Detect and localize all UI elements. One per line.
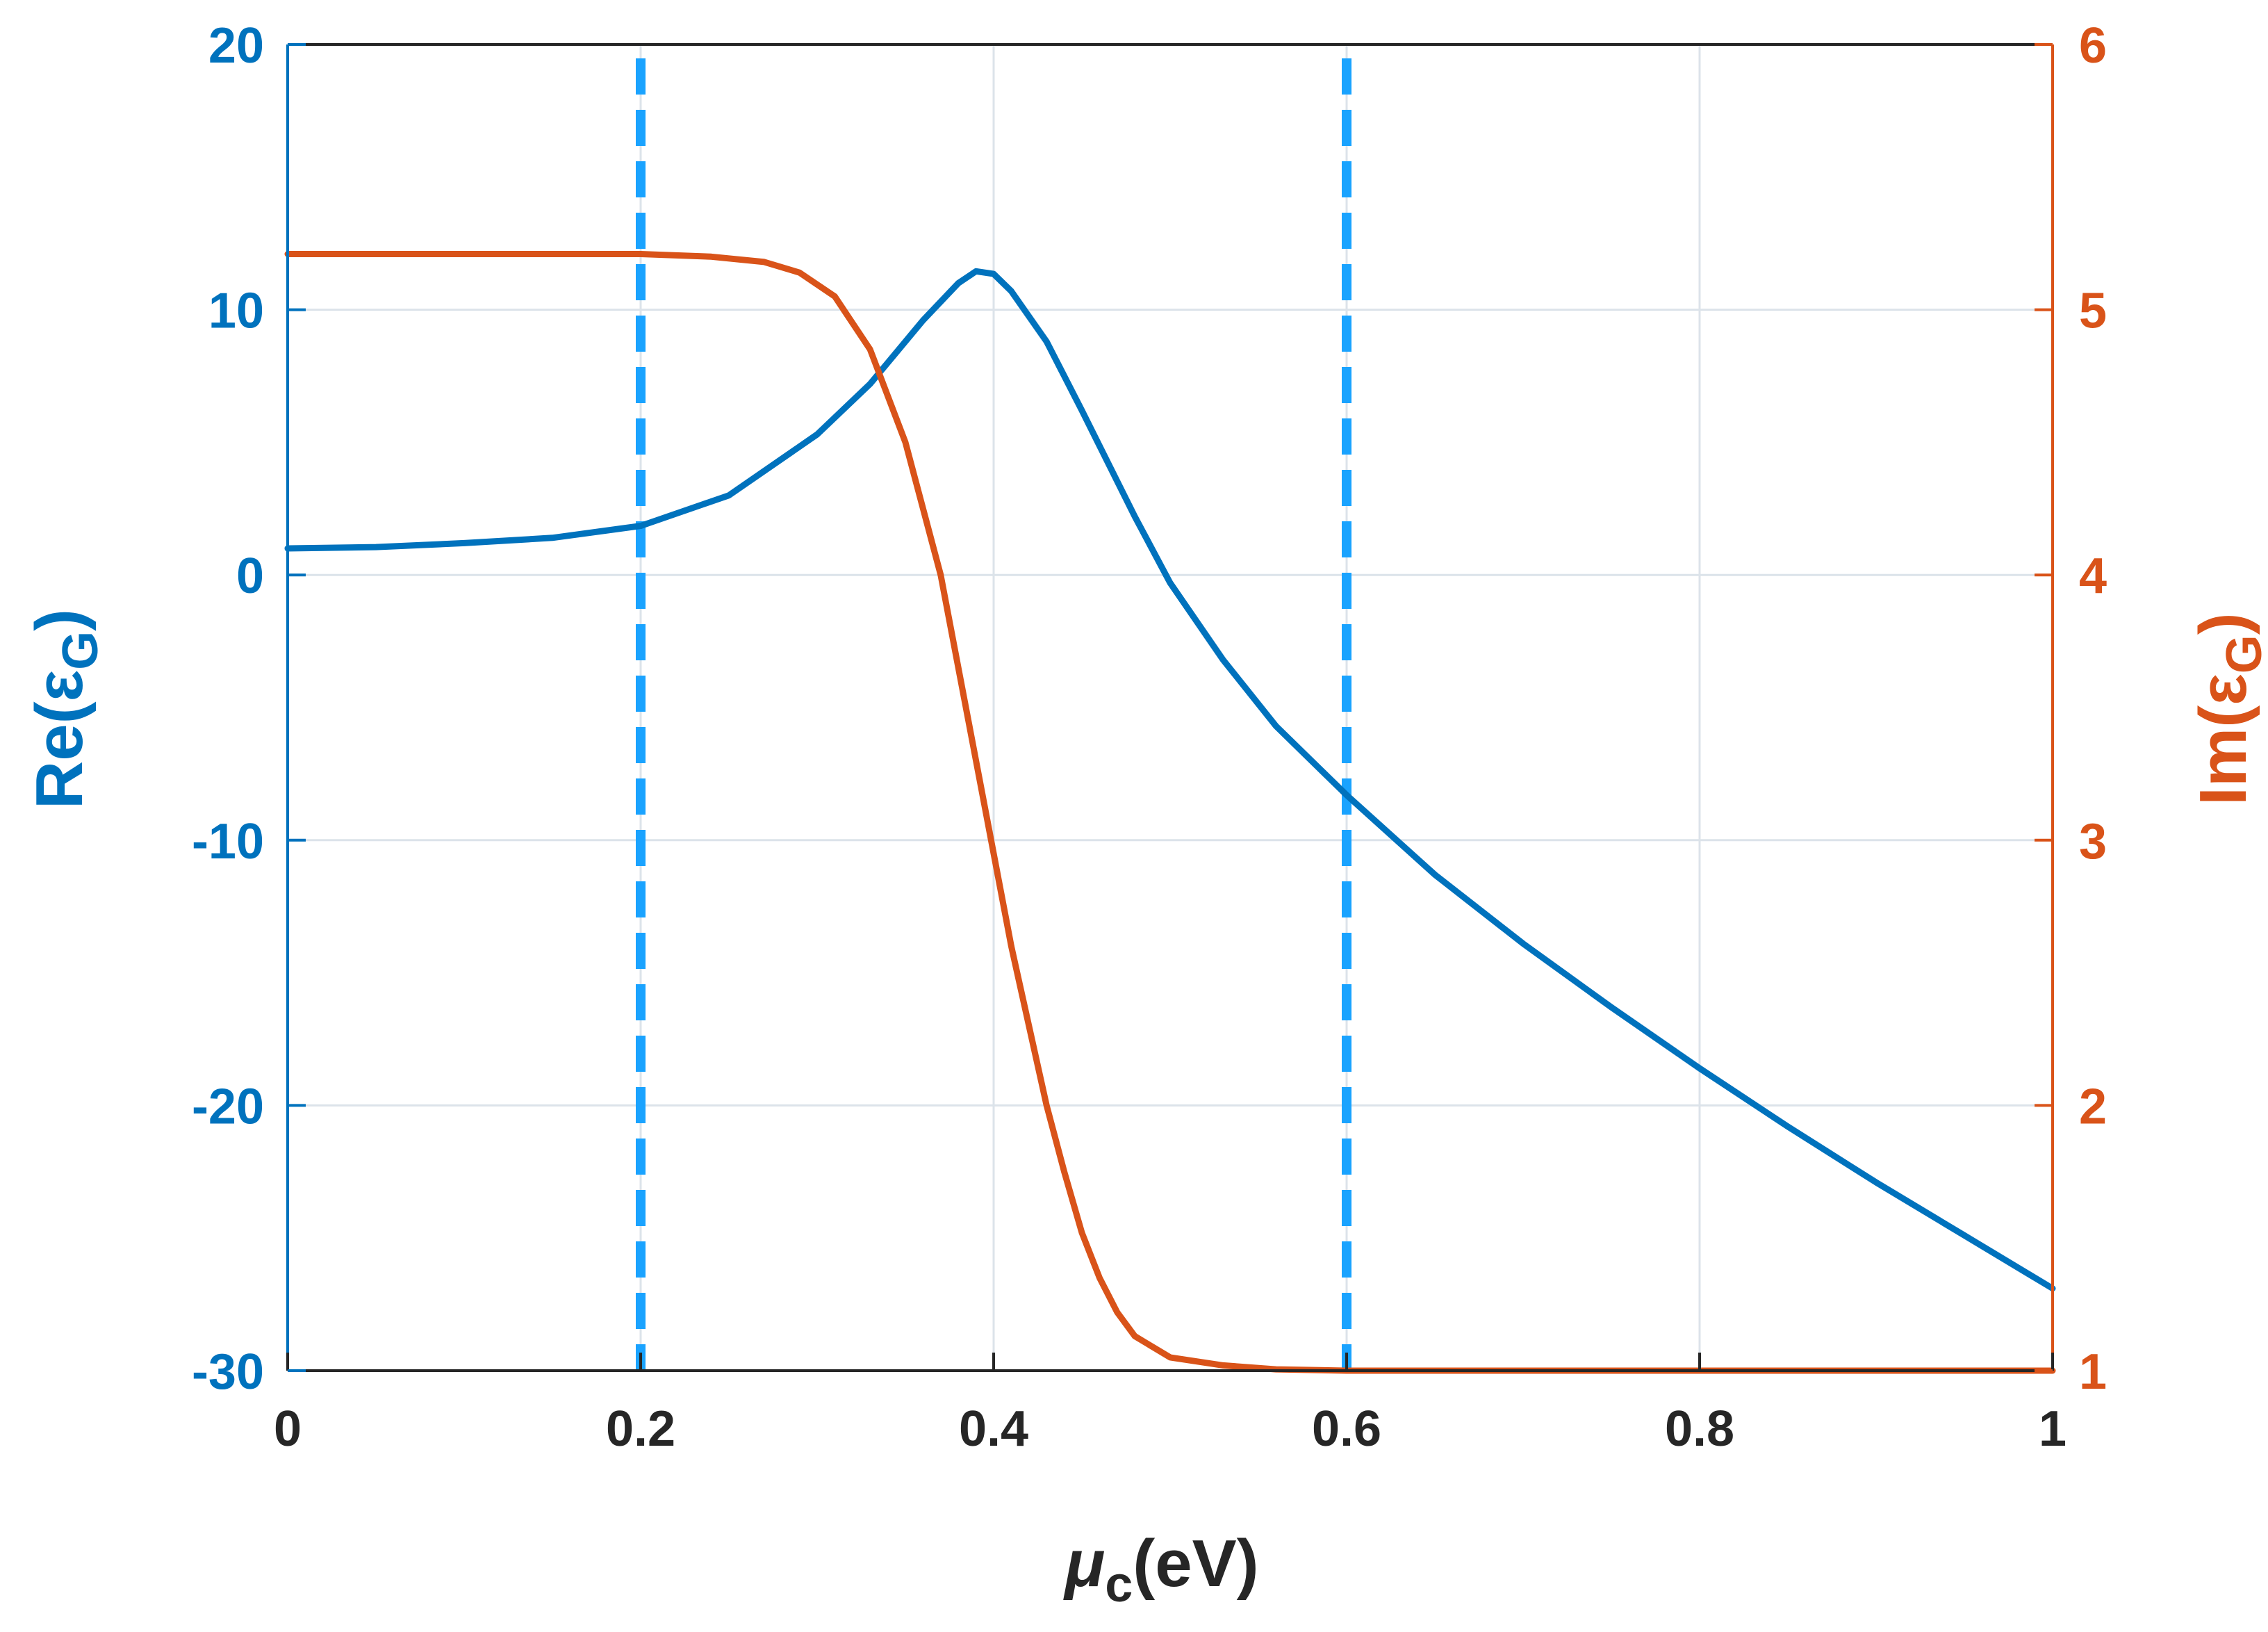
marker-lines <box>636 58 1351 1371</box>
axes <box>286 43 2054 1372</box>
y-right-axis-title: Im(εG) <box>2186 612 2268 806</box>
y-right-axis-title-rest: ) <box>2186 612 2260 635</box>
y-right-tick-label-3: 4 <box>2079 548 2107 604</box>
series-line-imag <box>284 251 2056 1374</box>
tick-labels: 0 0.2 0.4 0.6 0.8 1 -30 -20 -10 0 10 20 1 2 3 4 5 6 <box>192 18 2107 1457</box>
y-left-axis-title: Re(εG) <box>22 609 108 809</box>
y-right-tick-label-5: 6 <box>2079 18 2107 74</box>
y-left-tick-label-5: 20 <box>208 18 264 74</box>
series-lines <box>284 251 2056 1374</box>
y-left-axis-title-sub: G <box>53 631 108 670</box>
grid <box>286 43 2054 1372</box>
y-right-tick-label-0: 1 <box>2079 1344 2107 1400</box>
series-line-real <box>284 268 2056 1292</box>
y-right-tick-label-1: 2 <box>2079 1079 2107 1134</box>
x-axis-title: μc(eV) <box>1062 1526 1258 1613</box>
x-tick-label-3: 0.6 <box>1312 1401 1381 1457</box>
y-left-tick-label-4: 10 <box>208 284 264 339</box>
x-tick-label-4: 0.8 <box>1665 1401 1734 1457</box>
x-tick-label-1: 0.2 <box>606 1401 675 1457</box>
y-left-tick-label-0: -30 <box>192 1344 264 1400</box>
y-left-axis-title-rest: ) <box>22 609 97 631</box>
x-tick-label-5: 1 <box>2039 1401 2066 1457</box>
y-right-axis-title-sub: G <box>2217 635 2268 674</box>
y-right-tick-label-2: 3 <box>2079 814 2107 870</box>
y-right-axis-title-main: Im(ε <box>2186 674 2260 806</box>
x-axis-title-rest: (eV) <box>1133 1526 1258 1601</box>
x-axis-title-main: μ <box>1062 1526 1105 1601</box>
x-tick-label-0: 0 <box>274 1401 302 1457</box>
y-left-axis-title-main: Re(ε <box>22 670 97 809</box>
y-right-tick-label-4: 5 <box>2079 284 2107 339</box>
y-left-tick-label-2: -10 <box>192 814 264 870</box>
y-left-tick-label-1: -20 <box>192 1079 264 1134</box>
x-tick-label-2: 0.4 <box>959 1401 1028 1457</box>
x-axis-title-sub: c <box>1105 1557 1133 1613</box>
y-left-tick-label-3: 0 <box>236 548 264 604</box>
